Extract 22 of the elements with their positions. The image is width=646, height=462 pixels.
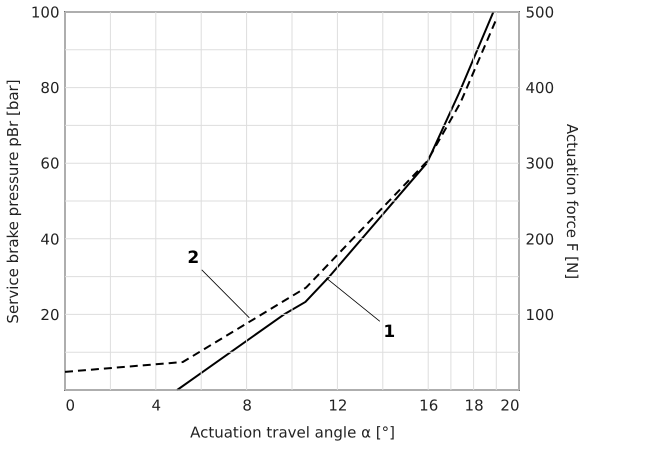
y2-tick-label: 400 — [526, 79, 554, 98]
x-tick-label: 8 — [242, 396, 252, 414]
x-tick-label: 18 — [464, 396, 484, 414]
y2-tick-label: 100 — [526, 306, 554, 324]
y-tick-label: 60 — [40, 154, 60, 173]
x-tick-label: 20 — [500, 396, 520, 414]
x-tick-label: 4 — [152, 396, 162, 414]
x-tick-label: 16 — [419, 396, 438, 414]
y-tick-label: 80 — [40, 79, 60, 98]
y-tick-label: 20 — [40, 306, 60, 324]
y-axis-title: Service brake pressure pBr [bar] — [4, 79, 22, 324]
y-tick-label: 100 — [30, 4, 60, 22]
x-tick-label: 12 — [328, 396, 348, 414]
y-tick-label: 40 — [40, 230, 60, 248]
annotation: 1 — [383, 322, 396, 342]
x-axis-title: Actuation travel angle α [°] — [190, 424, 395, 442]
y2-axis-title: Actuation force F [N] — [563, 124, 582, 280]
y2-tick-label: 300 — [526, 154, 554, 173]
y2-tick-label: 500 — [526, 4, 554, 22]
y2-tick-label: 200 — [526, 230, 554, 248]
annotation: 2 — [187, 248, 200, 268]
x-tick-label: 0 — [66, 396, 76, 414]
